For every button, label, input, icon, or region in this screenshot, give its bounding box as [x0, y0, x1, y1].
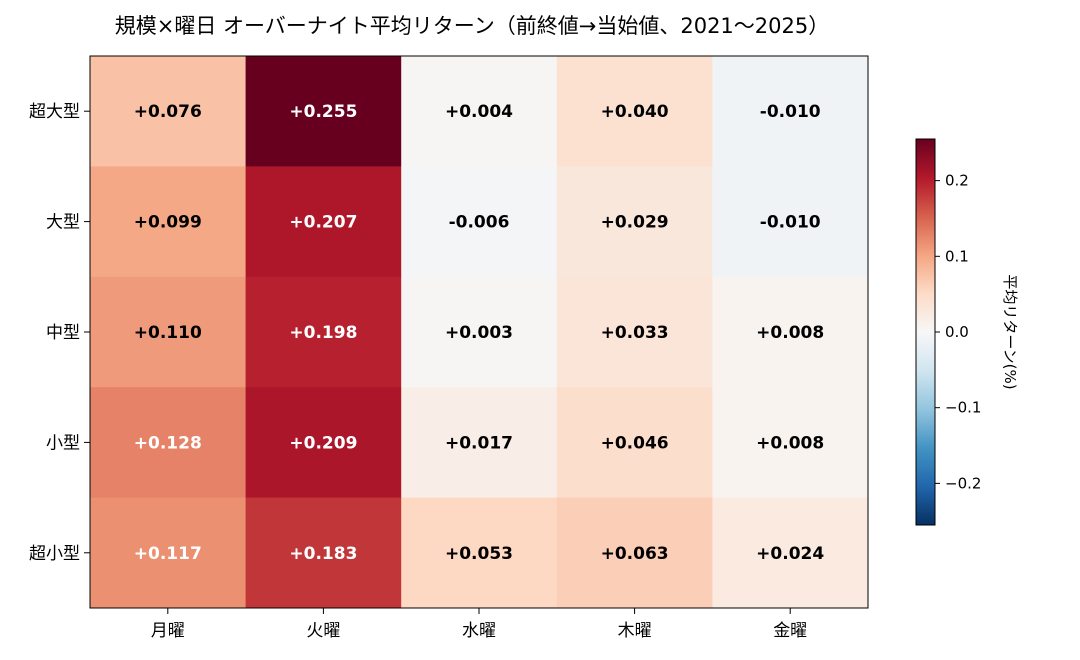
x-tick-label: 水曜	[462, 621, 496, 641]
heatmap-cell	[245, 166, 402, 278]
heatmap-cell	[712, 56, 869, 167]
cell-label: -0.006	[449, 213, 510, 233]
heatmap-cell	[245, 387, 402, 499]
cell-label: +0.209	[289, 433, 357, 453]
x-tick-label: 月曜	[151, 621, 185, 641]
cell-label: +0.040	[601, 102, 669, 122]
heatmap-cell	[90, 56, 247, 167]
colorbar-label: 平均リターン(%)	[1001, 274, 1019, 389]
colorbar-tick-label: −0.2	[945, 474, 981, 492]
heatmap-cell	[401, 166, 558, 278]
colorbar-tick-label: 0.2	[945, 172, 969, 190]
y-tick-label: 超大型	[29, 102, 80, 122]
heatmap-cell	[245, 56, 402, 167]
cell-label: -0.010	[760, 102, 821, 122]
x-tick-label: 火曜	[306, 621, 340, 641]
heatmap-cell	[712, 387, 869, 499]
heatmap-cell	[556, 276, 713, 388]
cell-label: +0.033	[601, 323, 669, 343]
heatmap-cell	[712, 166, 869, 278]
heatmap-cell	[90, 276, 247, 388]
heatmap-cell	[556, 56, 713, 167]
cell-label: +0.110	[134, 323, 202, 343]
colorbar-tick-label: −0.1	[945, 399, 981, 417]
colorbar-tick-label: 0.0	[945, 323, 969, 341]
cell-label: +0.198	[289, 323, 357, 343]
heatmap-cell	[712, 276, 869, 388]
heatmap-cell	[556, 387, 713, 499]
cell-label: +0.053	[445, 544, 513, 564]
cell-label: +0.017	[445, 433, 513, 453]
heatmap-cell	[556, 497, 713, 609]
heatmap-cell	[245, 276, 402, 388]
cell-label: +0.076	[134, 102, 202, 122]
cell-label: +0.117	[134, 544, 202, 564]
heatmap-cell	[401, 276, 558, 388]
heatmap-cell	[401, 387, 558, 499]
heatmap-cell	[90, 497, 247, 609]
cell-label: +0.003	[445, 323, 513, 343]
cell-label: +0.029	[601, 213, 669, 233]
cell-label: +0.255	[289, 102, 357, 122]
cell-label: +0.008	[756, 433, 824, 453]
y-tick-label: 小型	[46, 433, 80, 453]
cell-label: +0.046	[601, 433, 669, 453]
colorbar-tick-label: 0.1	[945, 247, 969, 265]
cell-label: +0.008	[756, 323, 824, 343]
cell-label: +0.207	[289, 213, 357, 233]
cell-label: +0.063	[601, 544, 669, 564]
y-tick-label: 中型	[46, 323, 80, 343]
heatmap-cell	[245, 497, 402, 609]
heatmap-cell	[90, 166, 247, 278]
colorbar	[915, 138, 936, 526]
heatmap-cell	[401, 56, 558, 167]
colorbar-axis: 0.2 0.1 0.0 −0.1 −0.2	[935, 172, 981, 492]
heatmap-cell	[90, 387, 247, 499]
cell-label: +0.099	[134, 213, 202, 233]
cell-label: +0.128	[134, 433, 202, 453]
heatmap-cell	[401, 497, 558, 609]
cell-label: +0.183	[289, 544, 357, 564]
y-tick-label: 大型	[46, 213, 80, 233]
cell-label: +0.024	[756, 544, 824, 564]
heatmap-cells: +0.076 +0.255 +0.004 +0.040 -0.010 +0.099 +0.2…	[90, 56, 869, 609]
cell-label: +0.004	[445, 102, 513, 122]
y-tick-label: 超小型	[29, 544, 80, 564]
chart-title: 規模×曜日 オーバーナイト平均リターン（前終値→当始値、2021〜2025）	[115, 14, 830, 38]
heatmap-cell	[712, 497, 869, 609]
cell-label: -0.010	[760, 213, 821, 233]
x-axis: 月曜 火曜 水曜 木曜 金曜	[151, 608, 807, 641]
heatmap-cell	[556, 166, 713, 278]
x-tick-label: 木曜	[618, 621, 652, 641]
x-tick-label: 金曜	[773, 621, 807, 641]
